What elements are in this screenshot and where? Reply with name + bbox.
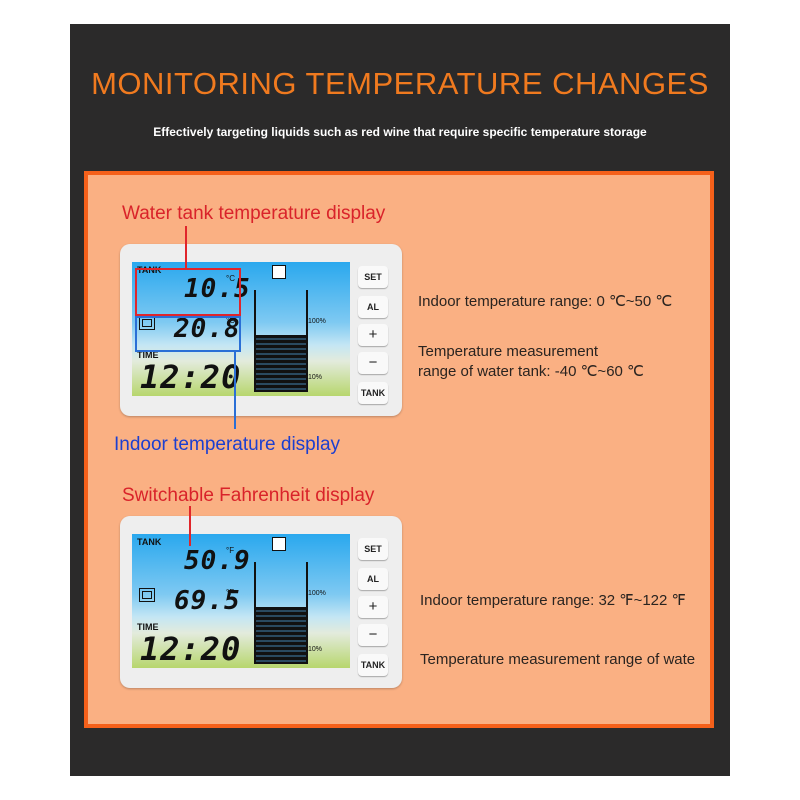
decrease-button[interactable]: −	[358, 624, 388, 646]
tank-range-fahrenheit: Temperature measurement range of wate	[420, 651, 696, 668]
alarm-button[interactable]: AL	[358, 296, 388, 318]
tank-label: TANK	[137, 265, 162, 275]
decrease-button[interactable]: −	[358, 352, 388, 374]
indoor-unit: °F	[226, 588, 235, 597]
indoor-arrow	[234, 351, 236, 429]
lcd-screen: TANK 10.5 °C 20.8 °C TIME 12:20 100% 10%	[132, 262, 350, 396]
tank-range-celsius-line2: range of water tank: -40 ℃~60 ℃	[418, 363, 644, 380]
page-subtitle: Effectively targeting liquids such as re…	[153, 125, 647, 139]
fahrenheit-arrow	[189, 506, 191, 546]
indoor-range-celsius: Indoor temperature range: 0 ℃~50 ℃	[418, 293, 673, 310]
indoor-unit: °C	[226, 316, 235, 325]
level-max-label: 100%	[308, 318, 326, 325]
water-level-fill	[256, 607, 306, 662]
water-drop-icon	[272, 265, 286, 279]
level-min-label: 10%	[308, 646, 323, 653]
lcd-screen: TANK 50.9 °F 69.5 °F TIME 12:20 100% 10%	[132, 534, 350, 668]
alarm-button[interactable]: AL	[358, 568, 388, 590]
increase-button[interactable]: +	[358, 596, 388, 618]
water-drop-icon	[272, 537, 286, 551]
tank-label: TANK	[137, 537, 162, 547]
tank-range-celsius-line1: Temperature measurement	[418, 343, 599, 360]
increase-button[interactable]: +	[358, 324, 388, 346]
tank-highlight-box	[135, 268, 241, 316]
indoor-temperature: 20.8	[174, 314, 241, 344]
tank-temperature: 10.5	[184, 274, 251, 304]
level-max-label: 100%	[308, 590, 326, 597]
indoor-callout: Indoor temperature display	[114, 434, 341, 455]
tank-unit: °F	[226, 546, 235, 555]
indoor-range-fahrenheit: Indoor temperature range: 32 ℉~122 ℉	[420, 592, 686, 609]
tank-vessel	[254, 562, 308, 664]
thermometer-device-celsius: TANK 10.5 °C 20.8 °C TIME 12:20 100% 10%…	[120, 244, 402, 416]
tank-unit: °C	[226, 274, 235, 283]
water-level-fill	[256, 335, 306, 390]
time-label: TIME	[137, 622, 159, 632]
time-label: TIME	[137, 350, 159, 360]
set-button[interactable]: SET	[358, 538, 388, 560]
home-icon	[139, 588, 155, 602]
tank-vessel	[254, 290, 308, 392]
tank-button[interactable]: TANK	[358, 382, 388, 404]
indoor-highlight-box	[135, 316, 241, 352]
page-title: MONITORING TEMPERATURE CHANGES	[91, 66, 709, 101]
indoor-temperature: 69.5	[174, 586, 241, 616]
fahrenheit-callout: Switchable Fahrenheit display	[122, 485, 375, 506]
clock-time: 12:20	[140, 630, 242, 668]
thermometer-device-fahrenheit: TANK 50.9 °F 69.5 °F TIME 12:20 100% 10%…	[120, 516, 402, 688]
water-tank-callout: Water tank temperature display	[122, 203, 386, 224]
tank-button[interactable]: TANK	[358, 654, 388, 676]
clock-time: 12:20	[140, 358, 242, 396]
level-min-label: 10%	[308, 374, 323, 381]
tank-temperature: 50.9	[184, 546, 251, 576]
tank-arrow	[185, 226, 187, 269]
set-button[interactable]: SET	[358, 266, 388, 288]
